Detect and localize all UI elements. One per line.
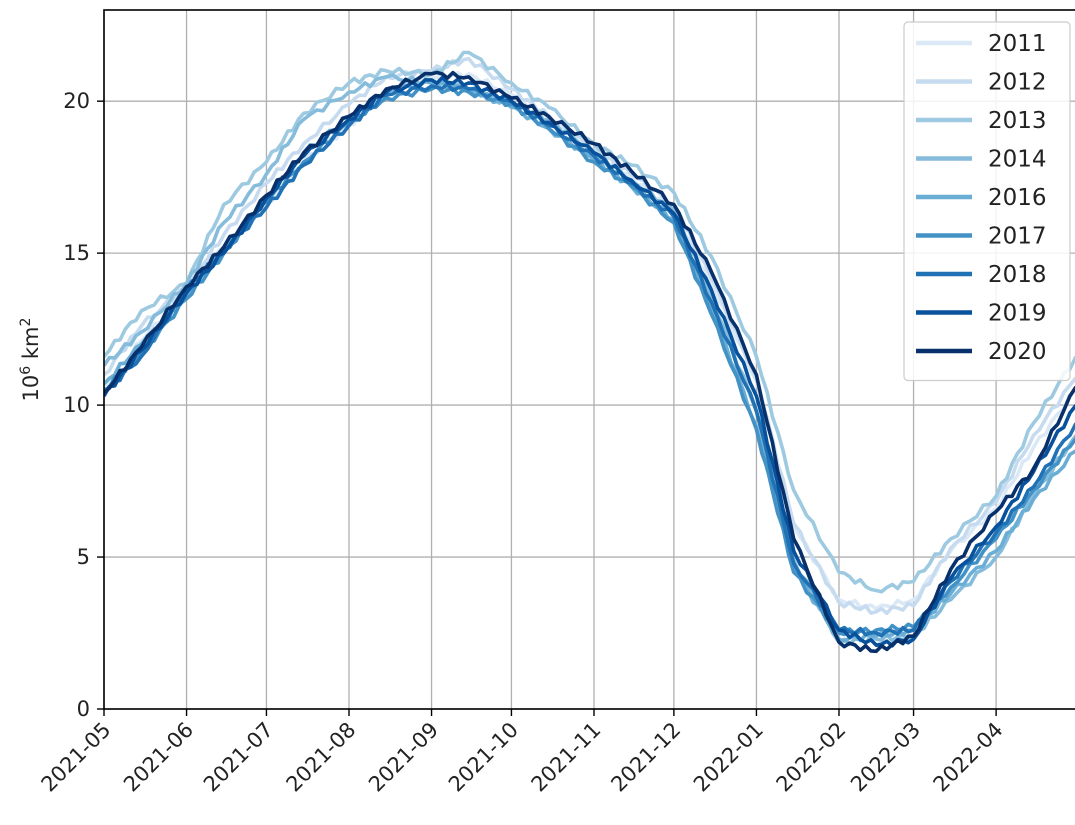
y-label-exp1: 6 xyxy=(18,366,34,375)
x-tick-label: 2021-07 xyxy=(199,718,278,797)
axis-ticks: 2021-05 2021-06 2021-07 2021-08 2021-09 2021-… xyxy=(37,89,1008,796)
legend-label-2012: 2012 xyxy=(988,70,1047,96)
y-axis-label: 106 km2 xyxy=(18,318,43,402)
y-label-base: 10 xyxy=(19,375,43,402)
legend-label-2011: 2011 xyxy=(988,31,1047,57)
x-tick-label: 2022-01 xyxy=(689,718,768,797)
legend: 2011 2012 2013 2014 2016 2017 2018 2019 2020 xyxy=(903,21,1071,382)
y-tick-label: 5 xyxy=(77,545,90,569)
y-tick-label: 10 xyxy=(63,393,90,417)
x-tick-label: 2021-11 xyxy=(527,718,606,797)
y-tick-label: 15 xyxy=(63,241,90,265)
x-tick-label: 2021-05 xyxy=(37,718,116,797)
legend-label-2018: 2018 xyxy=(988,262,1047,288)
legend-label-2019: 2019 xyxy=(988,301,1047,327)
x-tick-label: 2022-03 xyxy=(846,718,925,797)
legend-label-2017: 2017 xyxy=(988,224,1047,250)
y-label-unit: km xyxy=(19,326,43,365)
y-tick-label: 0 xyxy=(77,697,90,721)
legend-box xyxy=(903,21,1071,382)
series-line-2020 xyxy=(104,70,1075,654)
x-tick-label: 2021-08 xyxy=(282,718,361,797)
legend-label-2013: 2013 xyxy=(988,108,1047,134)
series-line-2019 xyxy=(104,76,1075,648)
x-tick-label: 2021-06 xyxy=(119,718,198,797)
x-tick-label: 2022-02 xyxy=(772,718,851,797)
x-tick-label: 2021-09 xyxy=(364,718,443,797)
x-tick-label: 2022-04 xyxy=(929,718,1008,797)
legend-label-2020: 2020 xyxy=(988,339,1047,365)
series-line-2012 xyxy=(104,56,1075,615)
y-label-exp2: 2 xyxy=(18,318,34,327)
legend-label-2016: 2016 xyxy=(988,185,1047,211)
y-tick-label: 20 xyxy=(63,89,90,113)
x-tick-label: 2021-12 xyxy=(606,718,685,797)
legend-label-2014: 2014 xyxy=(988,147,1047,173)
series-lines xyxy=(104,50,1075,654)
series-line-2018 xyxy=(104,82,1075,638)
axes-frame xyxy=(103,9,1075,710)
x-tick-label: 2021-10 xyxy=(444,718,523,797)
